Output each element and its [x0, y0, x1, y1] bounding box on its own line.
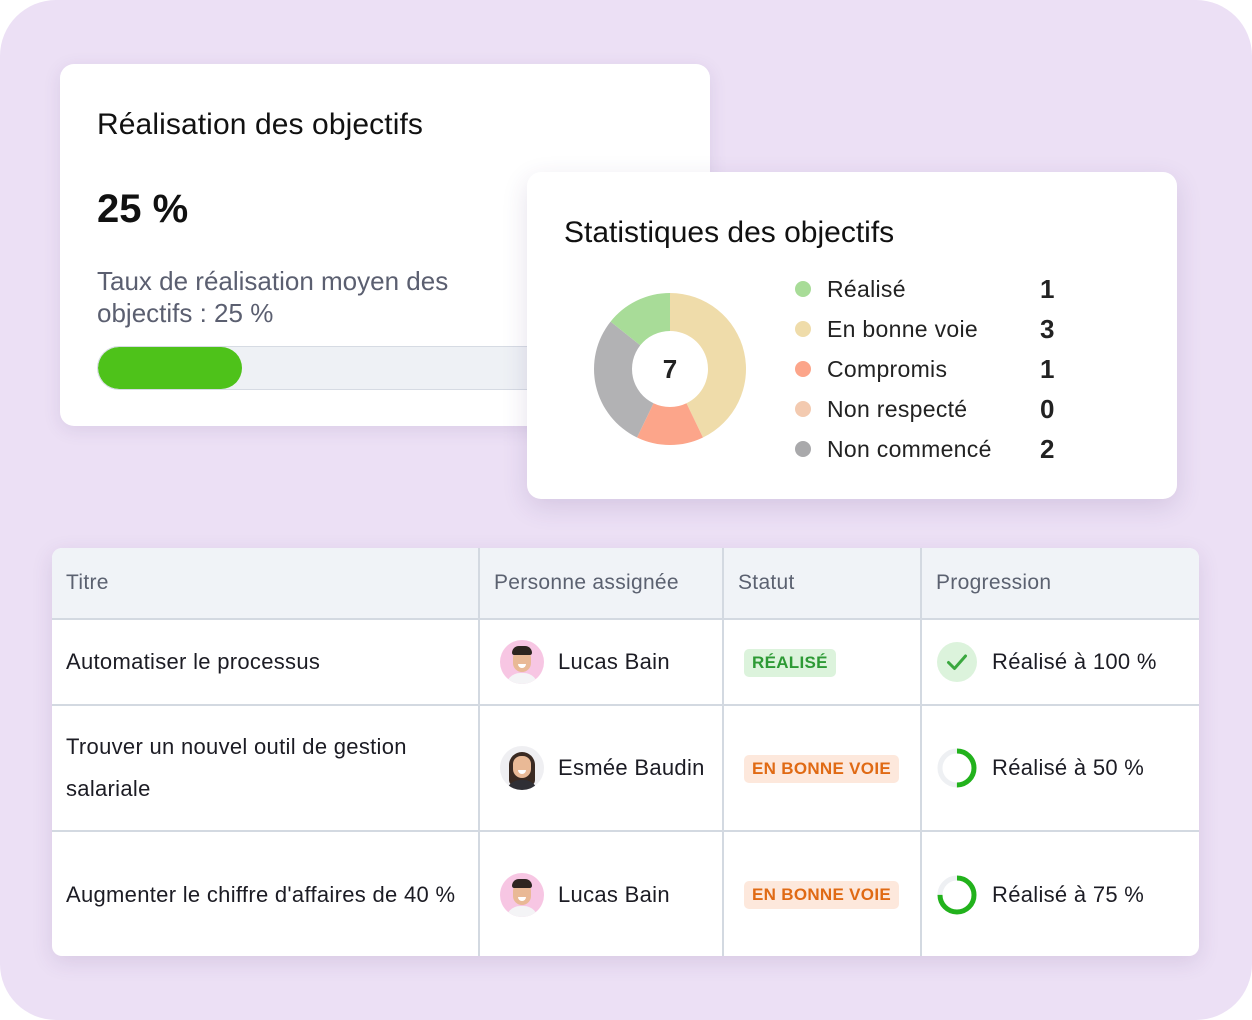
progress-label: Réalisé à 75 %: [992, 881, 1145, 907]
progress-cell: Réalisé à 75 %: [921, 831, 1199, 956]
legend-count: 0: [1040, 394, 1055, 424]
legend-label: Non commencé: [827, 435, 992, 462]
status-cell: EN BONNE VOIE: [723, 831, 922, 956]
goal-completion-description: Taux de réalisation moyen des objectifs …: [97, 266, 449, 328]
status-badge: RÉALISÉ: [744, 648, 836, 677]
progress-cell: Réalisé à 50 %: [921, 705, 1199, 832]
progress-cell: Réalisé à 100 %: [921, 619, 1199, 706]
table-row[interactable]: Augmenter le chiffre d'affaires de 40 % …: [52, 831, 1199, 956]
column-header-progress[interactable]: Progression: [921, 548, 1199, 620]
donut-total: 7: [662, 353, 678, 384]
legend-dot: [795, 281, 811, 297]
legend-item-non-respecte: Non respecté 0: [795, 389, 1065, 429]
legend-item-realise: Réalisé 1: [795, 269, 1065, 309]
legend-item-non-commence: Non commencé 2: [795, 429, 1065, 469]
legend-count: 1: [1040, 354, 1055, 384]
progress-ring-fill: [937, 748, 977, 788]
legend-label: Compromis: [827, 355, 948, 382]
objective-title[interactable]: Automatiser le processus: [52, 619, 480, 706]
avatar: [500, 746, 544, 790]
legend-dot: [795, 441, 811, 457]
status-badge: EN BONNE VOIE: [744, 881, 899, 909]
avatar: [500, 640, 544, 684]
progress-label: Réalisé à 50 %: [992, 755, 1145, 780]
donut-svg: [594, 293, 746, 445]
donut-slice-en-bonne-voie[interactable]: [670, 293, 746, 438]
goal-card-title: Réalisation des objectifs: [97, 108, 424, 141]
assignee-cell: Lucas Bain: [479, 619, 724, 706]
legend-dot: [795, 401, 811, 417]
legend-count: 2: [1040, 434, 1055, 464]
column-header-title[interactable]: Titre: [52, 548, 480, 620]
goal-statistics-card: Statistiques des objectifs 7 Réalisé 1 E…: [527, 172, 1177, 499]
legend-label: Non respecté: [827, 395, 968, 422]
progress-ring-icon: [937, 748, 977, 788]
table-header-row: Titre Personne assignée Statut Progressi…: [52, 548, 1199, 620]
assignee-cell: Esmée Baudin: [479, 705, 724, 832]
assignee-name: Esmée Baudin: [558, 755, 705, 780]
avatar: [500, 872, 544, 917]
assignee-name: Lucas Bain: [558, 649, 670, 674]
legend-item-compromis: Compromis 1: [795, 349, 1065, 389]
column-header-assignee[interactable]: Personne assignée: [479, 548, 724, 620]
legend-dot: [795, 361, 811, 377]
goal-completion-value: 25 %: [97, 187, 189, 231]
goal-progress-fill: [98, 347, 242, 389]
progress-ring-fill: [937, 875, 977, 914]
progress-label: Réalisé à 100 %: [992, 649, 1157, 674]
donut-slice-réalisé[interactable]: [610, 293, 670, 346]
legend-label: En bonne voie: [827, 315, 978, 342]
legend-label: Réalisé: [827, 275, 906, 302]
status-cell: EN BONNE VOIE: [723, 705, 922, 832]
legend-count: 1: [1040, 274, 1055, 304]
legend-item-en-bonne-voie: En bonne voie 3: [795, 309, 1065, 349]
objective-title[interactable]: Trouver un nouvel outil de gestion salar…: [52, 705, 480, 832]
objectives-table-card: Titre Personne assignée Statut Progressi…: [52, 548, 1199, 956]
legend-dot: [795, 321, 811, 337]
progress-ring-icon: [937, 875, 977, 914]
objective-title[interactable]: Augmenter le chiffre d'affaires de 40 %: [52, 831, 480, 956]
legend-count: 3: [1040, 314, 1055, 344]
check-circle-icon: [937, 642, 977, 682]
column-header-status[interactable]: Statut: [723, 548, 922, 620]
stats-card-title: Statistiques des objectifs: [564, 216, 895, 249]
donut-slice-non-commencé[interactable]: [594, 321, 654, 438]
status-cell: RÉALISÉ: [723, 619, 922, 706]
donut-slice-compromis[interactable]: [637, 403, 703, 445]
table-row[interactable]: Automatiser le processus Lucas Bain RÉAL…: [52, 619, 1199, 706]
status-legend: Réalisé 1 En bonne voie 3 Compromis 1 No…: [795, 269, 1065, 469]
objectives-table: Titre Personne assignée Statut Progressi…: [52, 548, 1199, 956]
assignee-cell: Lucas Bain: [479, 831, 724, 956]
status-donut-chart: 7: [593, 292, 747, 446]
table-row[interactable]: Trouver un nouvel outil de gestion salar…: [52, 705, 1199, 832]
assignee-name: Lucas Bain: [558, 881, 670, 907]
status-badge: EN BONNE VOIE: [744, 754, 899, 783]
